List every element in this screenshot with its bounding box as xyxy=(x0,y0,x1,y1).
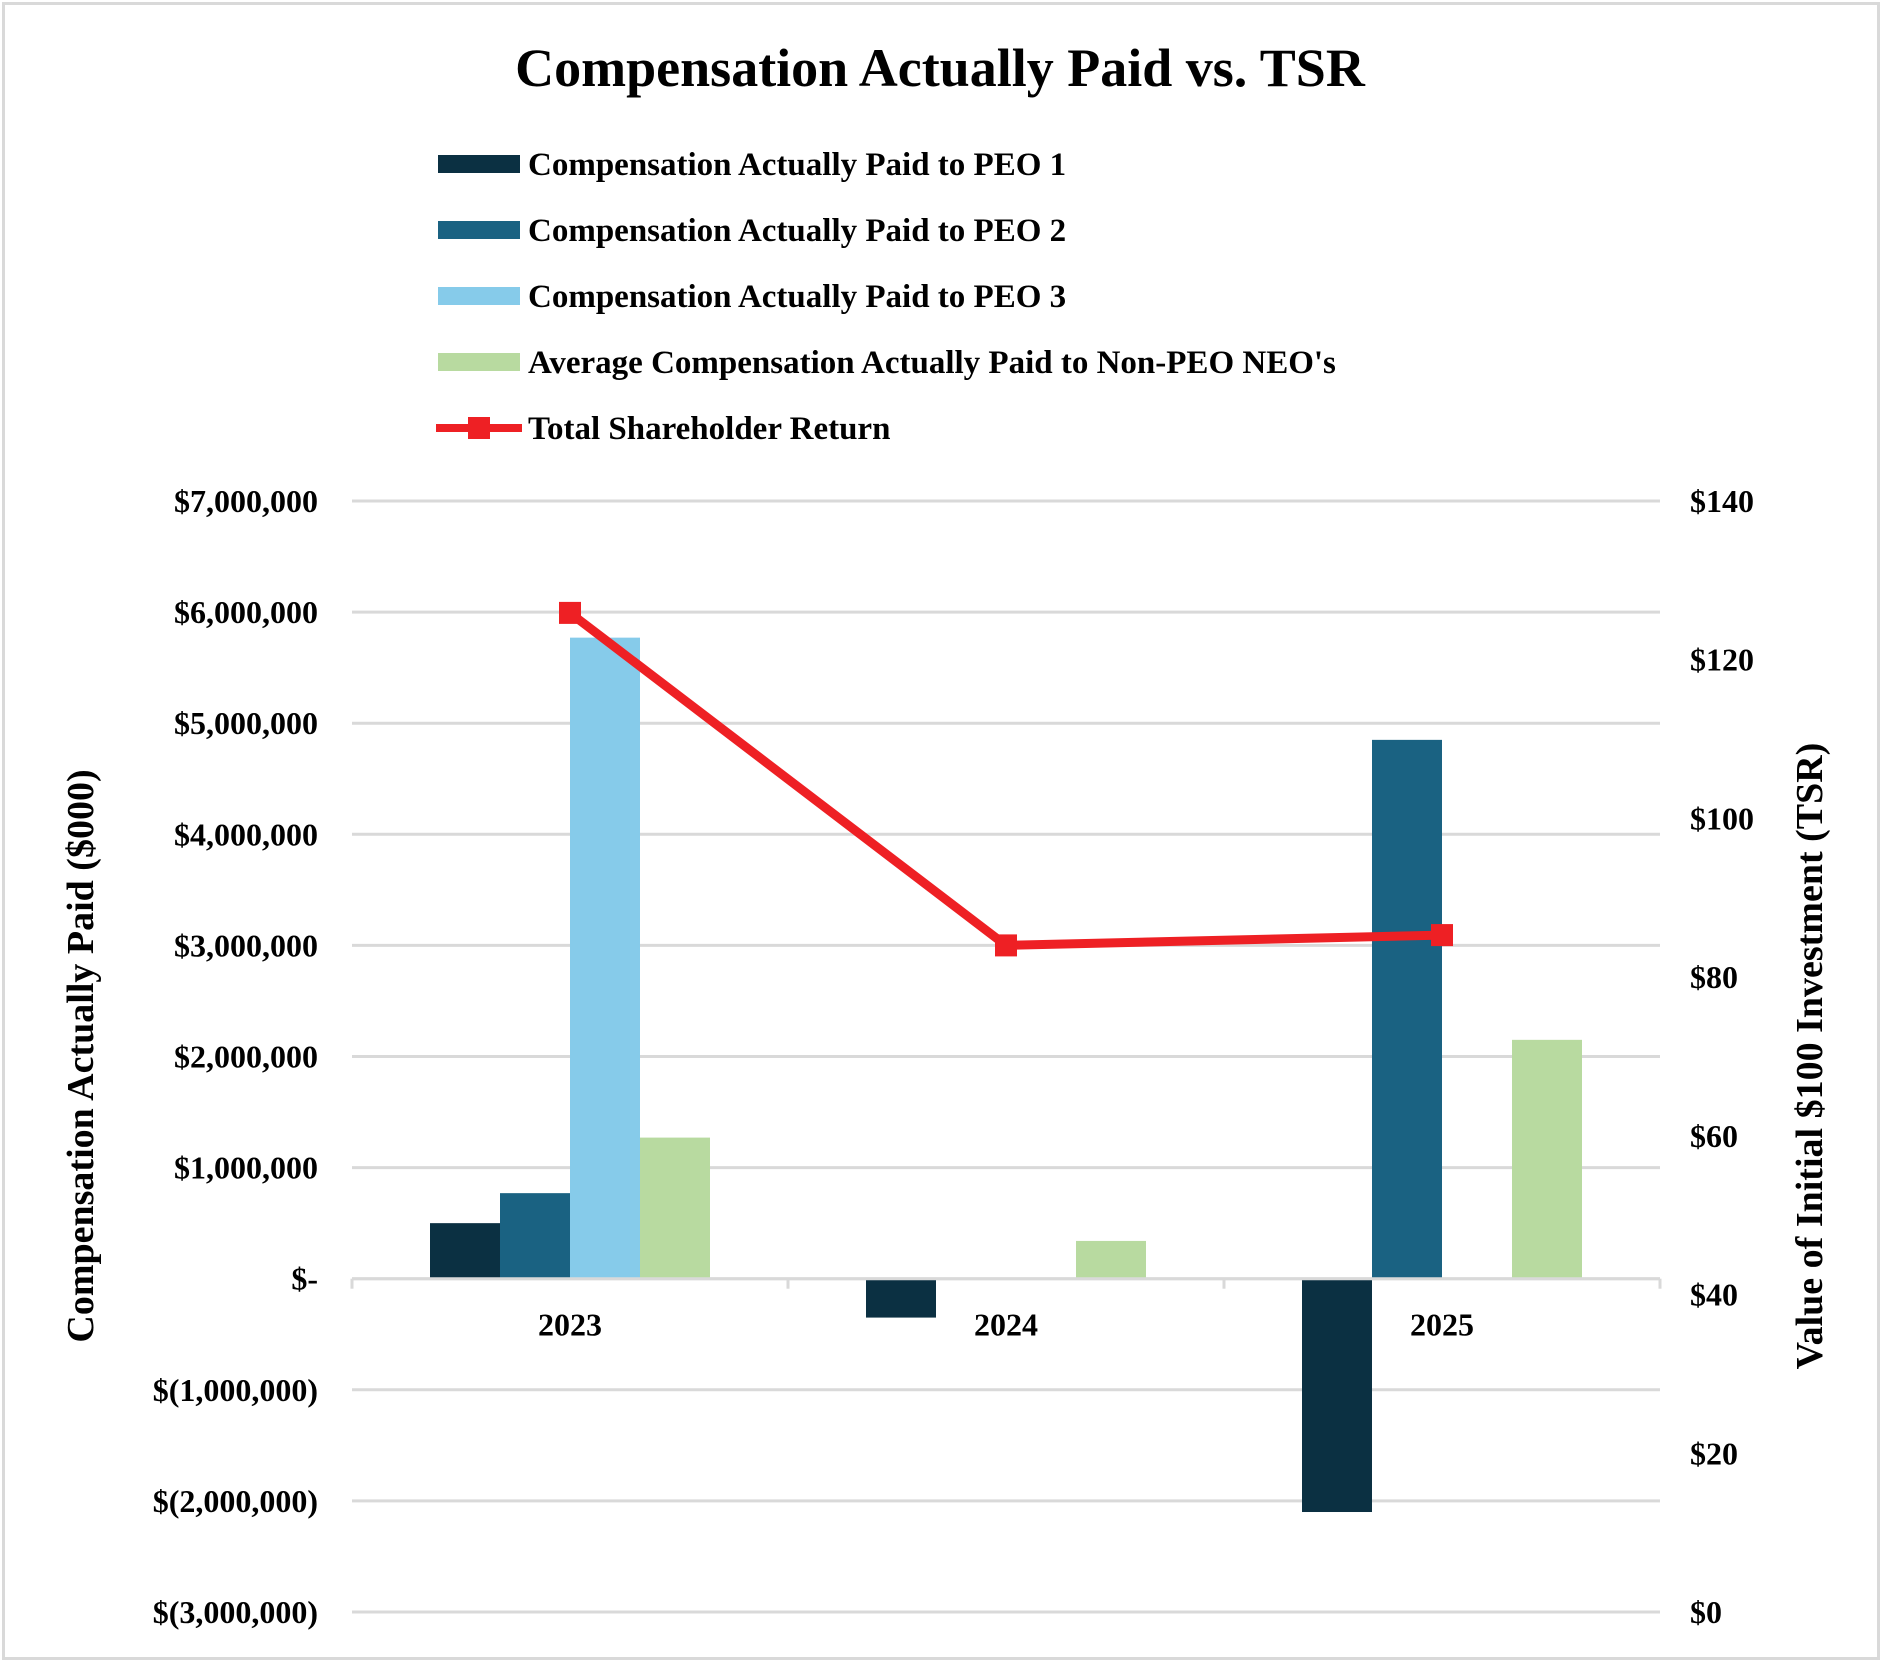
y2-tick-label: $120 xyxy=(1690,642,1754,678)
bar-peo1-2023 xyxy=(430,1223,500,1279)
legend-item: Compensation Actually Paid to PEO 2 xyxy=(438,213,1066,249)
y2-tick-label: $140 xyxy=(1690,483,1754,519)
y-tick-label: $(1,000,000) xyxy=(153,1372,318,1408)
y-tick-label: $- xyxy=(291,1261,318,1297)
legend-label: Total Shareholder Return xyxy=(528,411,890,447)
bar-neo-2025 xyxy=(1512,1039,1582,1279)
y-tick-label: $(3,000,000) xyxy=(153,1594,318,1630)
tsr-line xyxy=(559,601,1453,957)
x-tick-label: 2024 xyxy=(974,1307,1038,1343)
y2-tick-label: $20 xyxy=(1690,1435,1738,1471)
legend-label: Average Compensation Actually Paid to No… xyxy=(528,345,1336,381)
y-tick-label: $7,000,000 xyxy=(174,483,318,519)
y2-tick-label: $60 xyxy=(1690,1118,1738,1154)
y2-axis-title: Value of Initial $100 Investment (TSR) xyxy=(1789,743,1831,1370)
bar-peo1-2025 xyxy=(1302,1278,1372,1513)
tsr-line-path xyxy=(567,609,1443,950)
bar-peo3-2023 xyxy=(570,637,640,1279)
legend-swatch xyxy=(438,155,520,173)
y-tick-label: $4,000,000 xyxy=(174,816,318,852)
y-axis-left: $7,000,000 $6,000,000 $5,000,000 $4,000,000… xyxy=(153,483,318,1630)
bar-peo2-2025 xyxy=(1372,739,1442,1279)
y-axis-right: $140 $120 $100 $80 $60 $40 $20 $0 xyxy=(1690,483,1754,1630)
x-tick-label: 2025 xyxy=(1410,1307,1474,1343)
y2-tick-label: $100 xyxy=(1690,800,1754,836)
chart-title: Compensation Actually Paid vs. TSR xyxy=(515,38,1366,98)
y-tick-label: $1,000,000 xyxy=(174,1150,318,1186)
y-tick-label: $(2,000,000) xyxy=(153,1483,318,1519)
bar-neo-2023 xyxy=(640,1137,710,1279)
legend-swatch xyxy=(438,353,520,371)
x-axis: 2023 2024 2025 xyxy=(350,1277,1662,1343)
legend-label: Compensation Actually Paid to PEO 1 xyxy=(528,147,1066,183)
tsr-marker-2025 xyxy=(1431,924,1453,947)
tsr-marker-2024 xyxy=(995,934,1017,957)
legend-swatch xyxy=(438,221,520,239)
legend: Compensation Actually Paid to PEO 1 Compe… xyxy=(436,147,1336,447)
legend-swatch xyxy=(438,287,520,305)
legend-marker xyxy=(468,417,490,439)
y2-tick-label: $40 xyxy=(1690,1277,1738,1313)
gridlines xyxy=(352,499,1660,1614)
y-tick-label: $5,000,000 xyxy=(174,705,318,741)
bars xyxy=(430,637,1582,1513)
y-axis-title: Compensation Actually Paid ($000) xyxy=(60,769,102,1342)
bar-neo-2024 xyxy=(1076,1240,1146,1279)
x-tick-label: 2023 xyxy=(538,1307,602,1343)
legend-item: Compensation Actually Paid to PEO 1 xyxy=(438,147,1066,183)
legend-item: Total Shareholder Return xyxy=(436,411,890,447)
tsr-marker-2023 xyxy=(559,601,581,624)
legend-item: Compensation Actually Paid to PEO 3 xyxy=(438,279,1066,315)
y2-tick-label: $80 xyxy=(1690,959,1738,995)
legend-label: Compensation Actually Paid to PEO 3 xyxy=(528,279,1066,315)
y-tick-label: $3,000,000 xyxy=(174,927,318,963)
legend-label: Compensation Actually Paid to PEO 2 xyxy=(528,213,1066,249)
y-tick-label: $2,000,000 xyxy=(174,1039,318,1075)
y-tick-label: $6,000,000 xyxy=(174,594,318,630)
bar-peo1-2024 xyxy=(866,1278,936,1318)
legend-item: Average Compensation Actually Paid to No… xyxy=(438,345,1336,381)
y2-tick-label: $0 xyxy=(1690,1594,1722,1630)
bar-peo2-2023 xyxy=(500,1193,570,1279)
